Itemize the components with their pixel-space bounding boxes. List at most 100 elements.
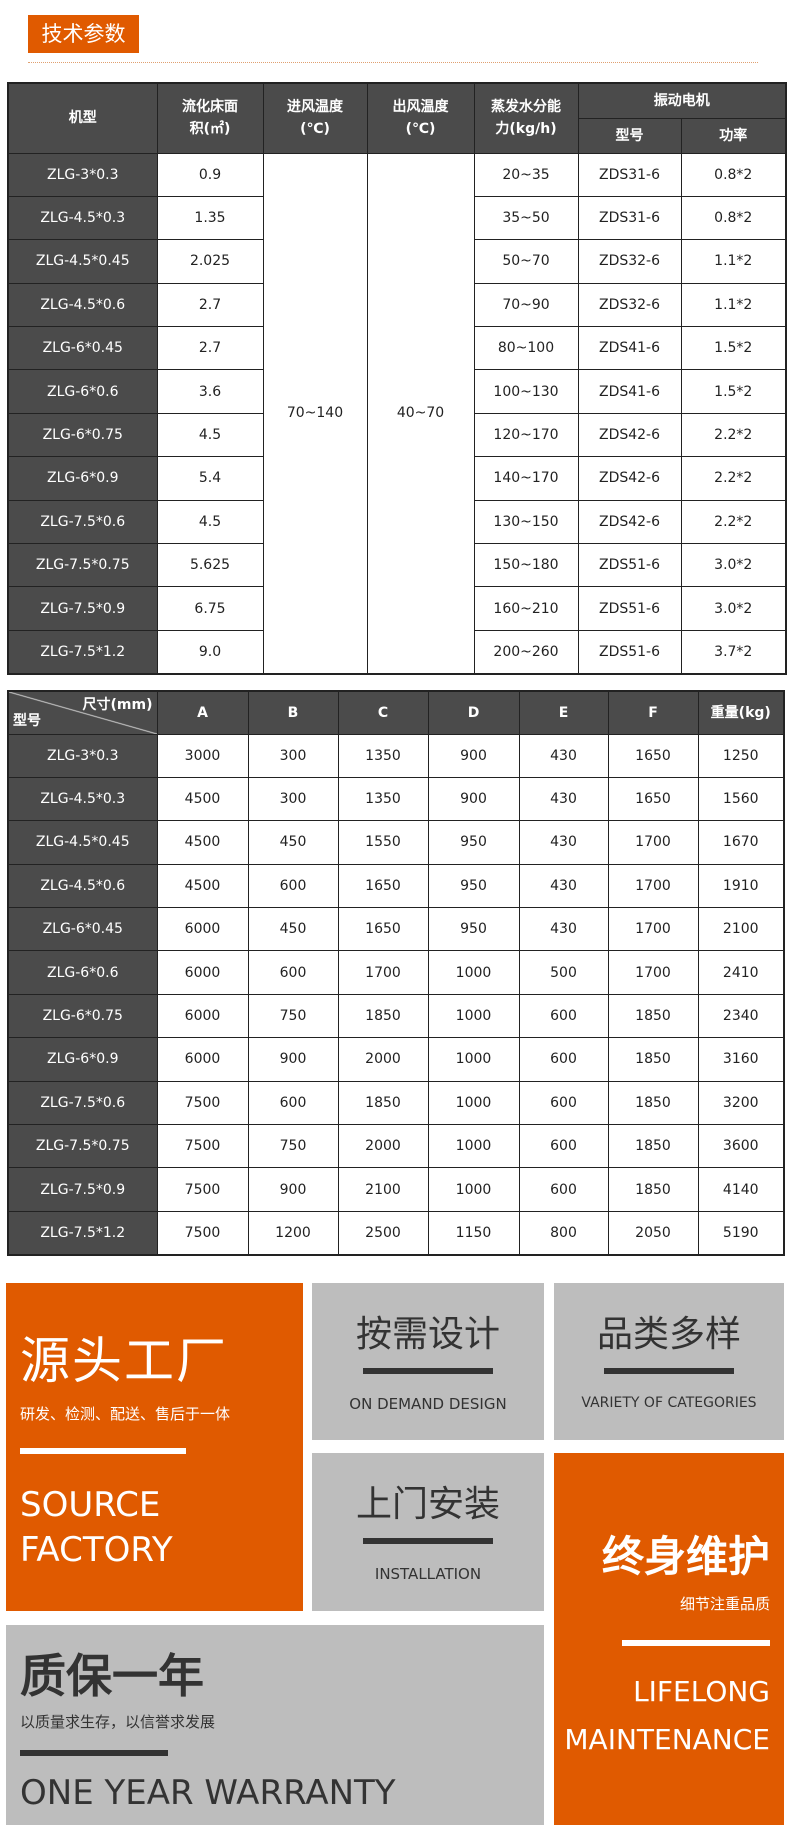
table-row: ZLG-6*0.75 4.5 120~170 ZDS42-6 2.2*2	[7, 412, 787, 458]
tile-title: 终身维护	[601, 1532, 770, 1581]
cell-model: ZLG-7.5*1.2	[7, 1210, 158, 1256]
cell-value: 1550	[337, 820, 429, 865]
cell-value: 1000	[427, 993, 520, 1039]
cell-value: 1650	[607, 776, 699, 822]
cell-value: 950	[427, 820, 520, 865]
cell-value: 1350	[337, 776, 429, 822]
table-row: ZLG-7.5*1.2 9.0 200~260 ZDS51-6 3.7*2	[7, 629, 787, 675]
cell-motor-model: ZDS42-6	[577, 412, 682, 458]
cell-area: 0.9	[156, 152, 264, 197]
cell-value: 1560	[697, 776, 785, 822]
cell-value: 600	[518, 1167, 609, 1212]
cell-motor-power: 1.1*2	[680, 239, 787, 284]
cell-area: 5.4	[156, 456, 264, 501]
cell-value: 6000	[156, 993, 249, 1039]
cell-value: 430	[518, 863, 609, 909]
cell-value: 300	[247, 776, 339, 822]
tile-title: 上门安装	[355, 1484, 500, 1525]
cell-value: 450	[247, 907, 339, 952]
table-row: ZLG-7.5*0.9 6.75 160~210 ZDS51-6 3.0*2	[7, 586, 787, 631]
cell-area: 4.5	[156, 412, 264, 458]
table-row: ZLG-7.5*0.9 7500 900 2100 1000 600 1850 4140	[7, 1167, 785, 1212]
cell-motor-model: ZDS42-6	[577, 499, 682, 545]
cell-value: 7500	[156, 1080, 249, 1126]
cell-value: 2410	[697, 950, 785, 995]
cell-value: 3600	[697, 1124, 785, 1169]
cell-model: ZLG-7.5*0.75	[7, 543, 158, 588]
cell-value: 3200	[697, 1080, 785, 1126]
divider-bar	[20, 1448, 186, 1454]
cell-value: 900	[247, 1037, 339, 1082]
cell-evap: 200~260	[473, 629, 579, 675]
cell-evap: 150~180	[473, 543, 579, 588]
cell-value: 800	[518, 1210, 609, 1256]
cell-value: 1000	[427, 950, 520, 995]
header-area: 流化床面积(㎡)	[156, 82, 264, 154]
header-evap: 蒸发水分能力(kg/h)	[473, 82, 579, 154]
table-row: ZLG-6*0.9 5.4 140~170 ZDS42-6 2.2*2	[7, 456, 787, 501]
tile-title: 按需设计	[355, 1314, 500, 1355]
table-row: ZLG-4.5*0.45 4500 450 1550 950 430 1700 1670	[7, 820, 785, 865]
cell-evap: 130~150	[473, 499, 579, 545]
table-row: ZLG-4.5*0.6 2.7 70~90 ZDS32-6 1.1*2	[7, 282, 787, 328]
cell-value: 600	[247, 1080, 339, 1126]
cell-value: 600	[518, 1124, 609, 1169]
divider-bar	[604, 1368, 734, 1374]
cell-value: 6000	[156, 907, 249, 952]
cell-value: 1850	[337, 1080, 429, 1126]
cell-value: 1700	[607, 820, 699, 865]
table-row: ZLG-6*0.9 6000 900 2000 1000 600 1850 3160	[7, 1037, 785, 1082]
tile-english: ON DEMAND DESIGN	[349, 1395, 507, 1413]
cell-value: 1650	[337, 863, 429, 909]
header-motor-model: 型号	[577, 117, 682, 154]
cell-area: 2.025	[156, 239, 264, 284]
cell-value: 1000	[427, 1167, 520, 1212]
tile-on-demand-design: 按需设计 ON DEMAND DESIGN	[312, 1283, 544, 1440]
tile-english: ONE YEAR WARRANTY	[20, 1773, 396, 1813]
tile-title: 源头工厂	[20, 1332, 228, 1390]
cell-value: 2000	[337, 1037, 429, 1082]
section-title: 技术参数	[28, 15, 139, 53]
tile-english: INSTALLATION	[374, 1565, 482, 1583]
cell-area: 5.625	[156, 543, 264, 588]
cell-value: 900	[427, 776, 520, 822]
cell-value: 600	[247, 863, 339, 909]
cell-value: 600	[518, 1037, 609, 1082]
cell-motor-power: 2.2*2	[680, 499, 787, 545]
header-col: D	[427, 690, 520, 735]
cell-model: ZLG-7.5*0.75	[7, 1124, 158, 1169]
cell-motor-model: ZDS41-6	[577, 326, 682, 371]
cell-motor-power: 3.0*2	[680, 543, 787, 588]
cell-value: 750	[247, 993, 339, 1039]
header-col: C	[337, 690, 429, 735]
cell-motor-model: ZDS42-6	[577, 456, 682, 501]
cell-value: 600	[518, 993, 609, 1039]
divider	[28, 62, 758, 63]
cell-value: 4500	[156, 863, 249, 909]
cell-area: 2.7	[156, 326, 264, 371]
cell-model: ZLG-7.5*0.6	[7, 499, 158, 545]
cell-value: 1700	[607, 950, 699, 995]
cell-value: 1000	[427, 1124, 520, 1169]
cell-model: ZLG-6*0.75	[7, 412, 158, 458]
cell-motor-model: ZDS41-6	[577, 369, 682, 414]
table-row: ZLG-7.5*1.2 7500 1200 2500 1150 800 2050 5190	[7, 1210, 785, 1256]
cell-model: ZLG-3*0.3	[7, 733, 158, 778]
header-col: B	[247, 690, 339, 735]
table-row: ZLG-7.5*0.6 4.5 130~150 ZDS42-6 2.2*2	[7, 499, 787, 545]
table-row: ZLG-4.5*0.3 1.35 35~50 ZDS31-6 0.8*2	[7, 195, 787, 241]
header-motor-power: 功率	[680, 117, 787, 154]
cell-model: ZLG-6*0.45	[7, 907, 158, 952]
cell-value: 430	[518, 820, 609, 865]
cell-area: 2.7	[156, 282, 264, 328]
header-col: F	[607, 690, 699, 735]
cell-motor-model: ZDS31-6	[577, 195, 682, 241]
header-col: A	[156, 690, 249, 735]
cell-value: 1850	[337, 993, 429, 1039]
tile-title: 质保一年	[20, 1649, 204, 1703]
cell-value: 950	[427, 907, 520, 952]
cell-evap: 100~130	[473, 369, 579, 414]
cell-value: 500	[518, 950, 609, 995]
cell-model: ZLG-3*0.3	[7, 152, 158, 197]
cell-area: 1.35	[156, 195, 264, 241]
